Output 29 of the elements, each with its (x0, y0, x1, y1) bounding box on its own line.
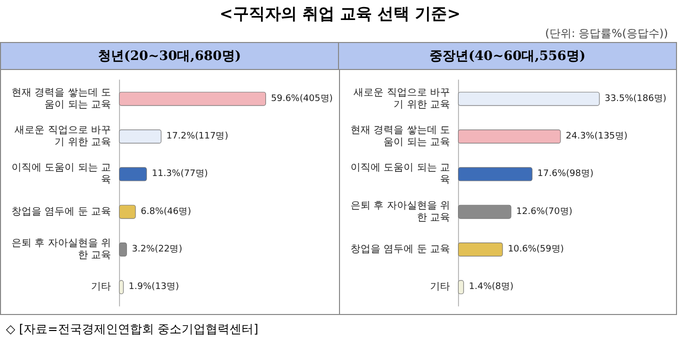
data-label: 6.8%(46명) (140, 206, 192, 217)
y-tick-label: 새로운 직업으로 바꾸기 위한 교육 (14, 125, 111, 148)
y-tick-label: 기타 (430, 282, 450, 293)
y-tick-label: 은퇴 후 자아실현을 위한 교육 (11, 238, 111, 261)
text: ◇ [자료=전국경제인연합회 중소기업협력센터] (5, 321, 260, 338)
data-label: 33.5%(186명) (604, 94, 666, 104)
y-tick-label: 현재 경력을 쌓는데 도움이 되는 교육 (350, 125, 450, 148)
y-tick-label: 이직에 도움이 되는 교육 (350, 162, 450, 186)
y-tick-label: 기타 (91, 282, 111, 293)
data-label: 12.6%(70명) (516, 206, 572, 217)
data-label: 1.4%(8명) (468, 282, 514, 292)
data-label: 1.9%(13명) (128, 282, 180, 292)
y-tick-label: 창업을 염두에 둔 교육 (11, 206, 111, 218)
data-label: 17.2%(117명) (166, 132, 228, 142)
chart-title: 청년(20~30대,680명) (96, 48, 242, 66)
y-tick-label: 은퇴 후 자아실현을 위한 교육 (350, 200, 450, 224)
data-label: 59.6%(405명) (271, 94, 333, 104)
text: <구직자의 취업 교육 선택 기준> (218, 4, 462, 25)
data-label: 10.6%(59명) (508, 244, 564, 254)
data-label: 17.6%(98명) (537, 169, 594, 180)
data-label: 3.2%(22명) (132, 244, 182, 254)
text: (단위: 응답률%(응답수)) (544, 26, 669, 42)
y-tick-label: 이직에 도움이 되는 교육 (11, 162, 111, 186)
y-tick-label: 현재 경력을 쌓는데 도움이 되는 교육 (11, 87, 111, 110)
y-tick-label: 창업을 염두에 둔 교육 (350, 244, 450, 255)
data-label: 11.3%(77명) (152, 169, 208, 180)
data-label: 24.3%(135명) (566, 132, 628, 142)
y-tick-label: 새로운 직업으로 바꾸기 위한 교육 (354, 87, 450, 110)
chart-title: 중장년(40~60대,556명) (338, 43, 676, 69)
